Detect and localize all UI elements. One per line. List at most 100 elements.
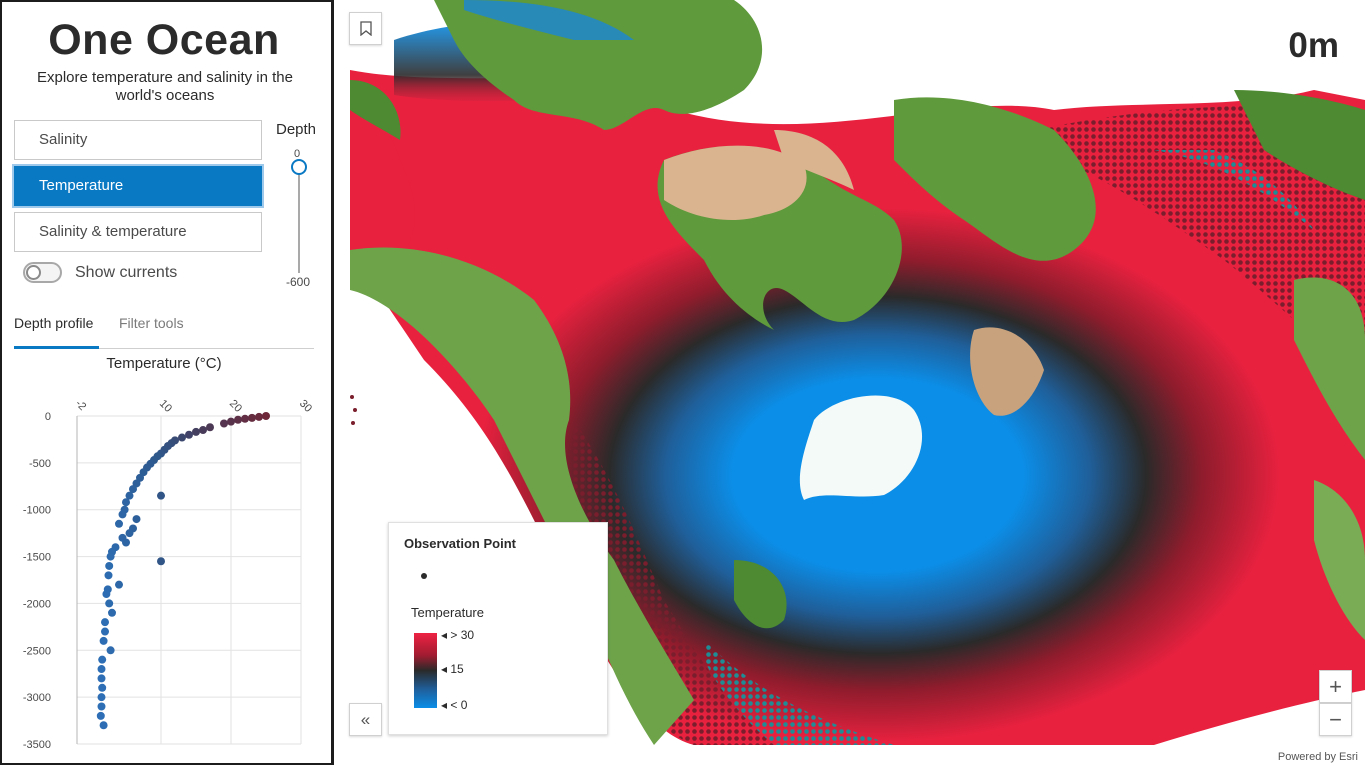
y-tick-label: -2000	[23, 598, 51, 610]
profile-point[interactable]	[132, 515, 141, 524]
profile-point[interactable]	[157, 557, 165, 566]
attribution: Powered by Esri	[1274, 751, 1361, 763]
show-currents-toggle[interactable]	[23, 262, 62, 283]
obs-speck	[351, 421, 355, 425]
profile-point[interactable]	[104, 571, 113, 580]
profile-point[interactable]	[101, 618, 109, 627]
y-tick-label: -3500	[23, 739, 51, 751]
profile-point[interactable]	[101, 627, 109, 636]
profile-point[interactable]	[97, 674, 106, 683]
profile-point[interactable]	[96, 711, 105, 720]
profile-point[interactable]	[99, 721, 108, 730]
profile-point[interactable]	[199, 426, 207, 435]
x-tick-label: 30	[297, 398, 314, 415]
ocean-map[interactable]: 0m Observation Point Temperature ◂ > 30 …	[334, 0, 1365, 765]
depth-slider-max-label: 0	[294, 148, 301, 160]
double-chevron-left-icon: «	[360, 709, 371, 729]
land-madagascar	[970, 327, 1044, 416]
depth-readout: 0m	[1288, 26, 1339, 65]
land-antarctica	[799, 395, 923, 500]
profile-point[interactable]	[125, 491, 134, 500]
variable-option-salinity-temperature[interactable]: Salinity & temperature	[14, 212, 262, 252]
variable-option-temperature[interactable]: Temperature	[14, 166, 262, 206]
land-caribbean	[350, 80, 401, 140]
land-far-east	[1234, 90, 1365, 200]
obs-speck	[353, 408, 357, 412]
profile-point[interactable]	[118, 510, 127, 519]
sidebar-panel: One Ocean Explore temperature and salini…	[0, 0, 334, 765]
land-australia-edge	[1294, 277, 1365, 460]
profile-point[interactable]	[97, 693, 106, 702]
profile-point[interactable]	[262, 412, 270, 420]
profile-point[interactable]	[98, 683, 107, 692]
chart-title: Temperature (°C)	[106, 355, 222, 372]
legend-color-ramp	[414, 633, 437, 708]
profile-point[interactable]	[192, 427, 200, 436]
profile-point[interactable]	[97, 702, 106, 711]
profile-point[interactable]	[115, 580, 123, 589]
profile-point[interactable]	[241, 414, 249, 423]
land-scandinavia-ice	[464, 0, 634, 40]
x-tick-label: 10	[157, 398, 174, 415]
profile-point[interactable]	[185, 430, 193, 439]
profile-point[interactable]	[157, 491, 165, 500]
depth-slider-track[interactable]	[298, 172, 300, 273]
variable-option-salinity[interactable]: Salinity	[14, 120, 262, 160]
profile-point[interactable]	[106, 646, 115, 655]
profile-point[interactable]	[97, 665, 106, 674]
profile-point[interactable]	[122, 538, 130, 547]
profile-point[interactable]	[206, 423, 214, 432]
profile-point[interactable]	[248, 413, 256, 422]
land-south-america	[350, 247, 694, 745]
dotted-ocean-east	[1034, 106, 1365, 380]
profile-point[interactable]	[234, 415, 242, 424]
legend-stop-low: ◂ < 0	[441, 698, 468, 712]
minus-icon: −	[1329, 706, 1342, 732]
profile-point[interactable]	[99, 636, 108, 645]
zoom-in-button[interactable]: +	[1319, 670, 1352, 703]
profile-point[interactable]	[102, 590, 111, 599]
land-southern-tip	[734, 560, 787, 629]
profile-point[interactable]	[106, 552, 115, 561]
x-tick-label: 20	[227, 398, 244, 415]
y-tick-label: -500	[29, 458, 51, 470]
land-southeast	[1314, 480, 1365, 640]
dotted-ocean-southeast	[704, 640, 894, 745]
profile-point[interactable]	[227, 417, 235, 426]
profile-point[interactable]	[105, 599, 114, 608]
y-tick-label: -3000	[23, 692, 51, 704]
tab-filter-tools[interactable]: Filter tools	[119, 315, 184, 331]
obs-speck	[350, 395, 354, 399]
depth-slider-label: Depth	[276, 121, 317, 138]
land-arabia	[774, 130, 854, 190]
chart-y-ticks: 0 -500 -1000 -1500 -2000 -2500 -3000 -3500	[23, 411, 51, 751]
profile-point[interactable]	[108, 608, 116, 617]
profile-point[interactable]	[105, 561, 114, 570]
y-tick-label: -1500	[23, 552, 51, 564]
profile-point[interactable]	[255, 412, 263, 421]
toggle-knob	[26, 265, 41, 280]
app-subtitle: Explore temperature and salinity in the …	[37, 69, 293, 104]
profile-point[interactable]	[129, 485, 137, 494]
tab-depth-profile[interactable]: Depth profile	[14, 315, 94, 331]
legend-stop-high: ◂ > 30	[441, 628, 475, 642]
chart-grid	[76, 415, 302, 745]
show-currents-label: Show currents	[75, 264, 178, 281]
bookmark-icon	[359, 21, 372, 36]
profile-point[interactable]	[122, 498, 130, 507]
profile-point[interactable]	[125, 529, 134, 538]
y-tick-label: -2500	[23, 645, 51, 657]
zoom-out-button[interactable]: −	[1319, 703, 1352, 736]
profile-point[interactable]	[220, 419, 228, 428]
collapse-legend-button[interactable]: «	[349, 703, 382, 736]
profile-point[interactable]	[98, 655, 107, 664]
bookmarks-button[interactable]	[349, 12, 382, 45]
active-tab-indicator	[14, 346, 99, 349]
profile-point[interactable]	[178, 433, 186, 442]
land-asia	[894, 97, 1096, 261]
depth-slider-handle[interactable]	[291, 159, 307, 175]
depth-slider-min-label: -600	[286, 275, 311, 289]
depth-profile-chart: -2 10 20 30 0 -500 -1000 -1500 -2000 -2500 -3000 -…	[23, 398, 314, 751]
legend-stop-mid-label: 15	[450, 662, 464, 676]
profile-point[interactable]	[115, 519, 123, 528]
